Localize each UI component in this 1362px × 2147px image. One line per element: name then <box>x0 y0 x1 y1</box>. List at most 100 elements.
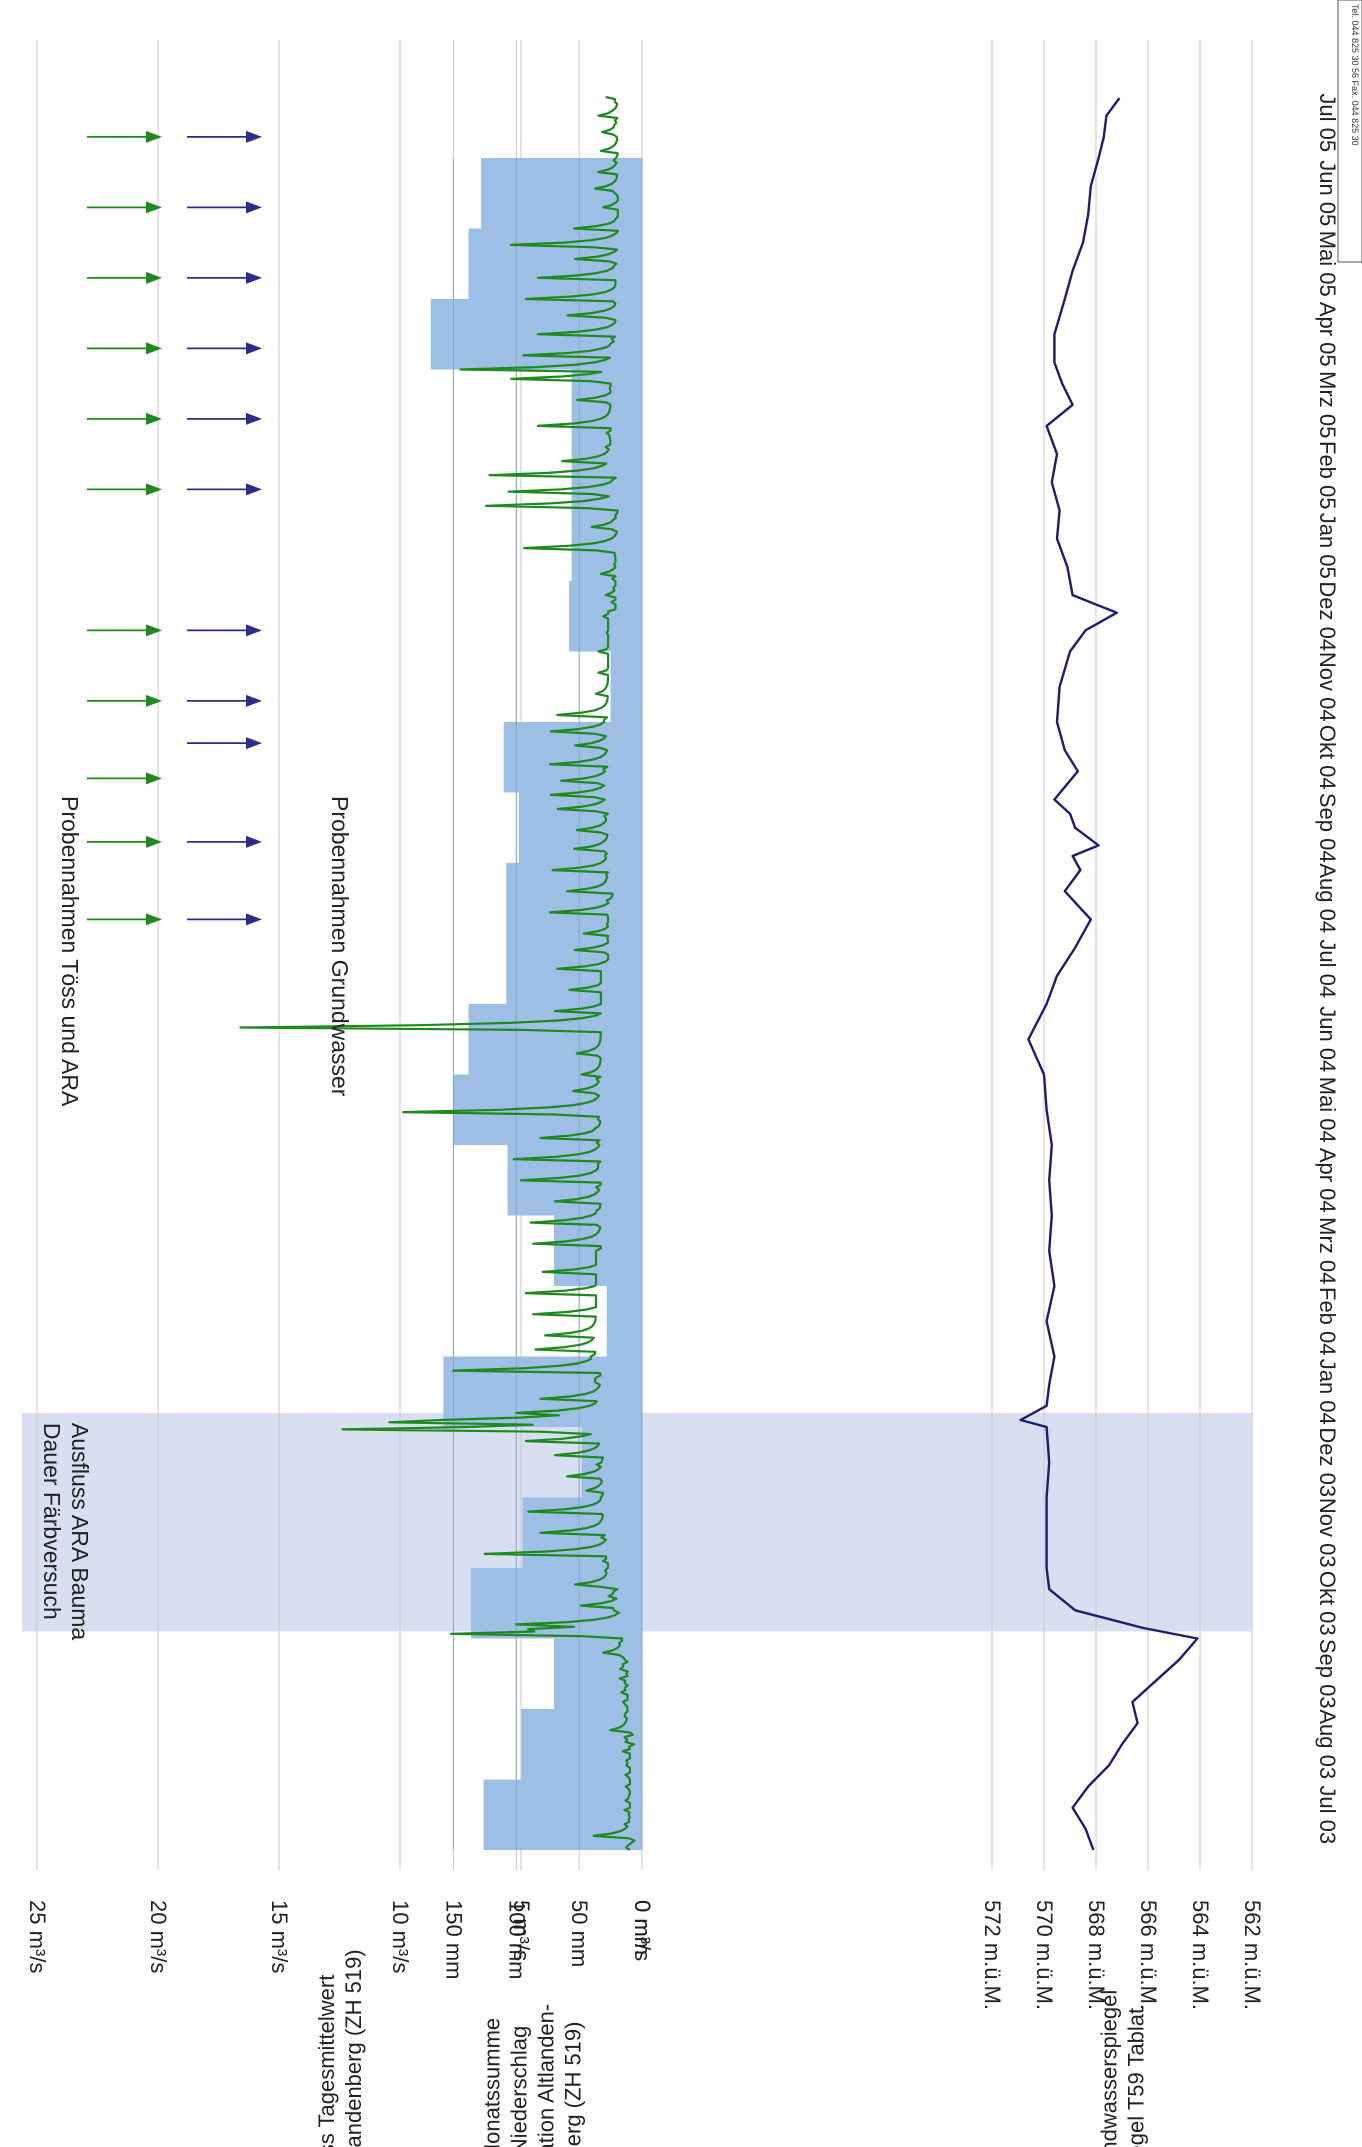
gw-sampling-arrow-head <box>246 737 262 750</box>
month-label: Apr 04 <box>1315 1148 1340 1213</box>
toess-sampling-label: Probennahmen Töss und ARA <box>57 796 83 1107</box>
month-label: Mai 04 <box>1315 1077 1340 1143</box>
toess-sampling-arrow-head <box>146 130 162 143</box>
precip-axis-title-line: Station Altlanden- <box>534 2004 559 2147</box>
gw-sampling-arrow-head <box>246 201 262 214</box>
precip-bar <box>518 792 642 863</box>
gw-sampling-arrow-head <box>246 271 262 284</box>
groundwater-tick-label: 570 m.ü.M. <box>1032 1900 1057 2010</box>
groundwater-tick-label: 562 m.ü.M. <box>1240 1900 1265 2010</box>
groundwater-tick-label: 572 m.ü.M. <box>980 1900 1005 2010</box>
toess-sampling-arrow-head <box>146 913 162 926</box>
toess-sampling-arrow-head <box>146 342 162 355</box>
precip-bar <box>507 1145 642 1216</box>
month-label: Sep 03 <box>1315 1639 1340 1709</box>
month-label: Dez 03 <box>1315 1427 1340 1497</box>
month-label: Jun 04 <box>1315 1006 1340 1072</box>
groundwater-line <box>1019 97 1199 1851</box>
discharge-line-layer <box>239 95 636 1851</box>
labels-layer: 0 m³/s 5 m³/s 10 m³/s 15 m³/s 20 m³/s 25 m³/s… <box>25 93 1340 2147</box>
stamp-text-group: Tel. 044 825 30 56 Fax. 044 825 30 <box>1350 4 1360 146</box>
groundwater-axis-title-line: Grundwasserspiegel <box>1097 1990 1122 2147</box>
groundwater-axis-title-line: Pegel T59 Tablat <box>1124 2008 1149 2147</box>
month-label: Jul 03 <box>1315 1785 1340 1844</box>
rotated-plot-group: 0 m³/s 5 m³/s 10 m³/s 15 m³/s 20 m³/s 25 m³/s… <box>22 40 1340 2147</box>
month-label: Mrz 05 <box>1315 371 1340 438</box>
discharge-line <box>239 95 636 1851</box>
precip-bar <box>610 651 642 722</box>
gw-sampling-arrow-head <box>246 483 262 496</box>
precip-bar <box>468 1004 642 1075</box>
month-label: Jun 05 <box>1315 160 1340 226</box>
precip-axis-title: Monatssumme Niederschlag Station Altlanden… <box>480 2004 586 2147</box>
toess-sampling-arrow-head <box>146 483 162 496</box>
precip-tick-label: 100 mm <box>504 1900 529 1979</box>
gw-sampling-arrow-head <box>246 624 262 637</box>
precip-axis-title-line: berg (ZH 519) <box>561 2022 586 2147</box>
gw-sampling-arrow-head <box>246 342 262 355</box>
gw-sampling-arrow-head <box>246 130 262 143</box>
precip-bar <box>554 1638 642 1709</box>
precip-bar <box>606 1286 642 1357</box>
gw-sampling-arrow-head <box>246 913 262 926</box>
groundwater-line-layer <box>1019 97 1199 1851</box>
month-label: Aug 04 <box>1315 863 1340 933</box>
month-label: Dez 04 <box>1315 581 1340 651</box>
discharge-tick-label: 5 m³/s <box>509 1900 534 1961</box>
month-label: Mai 05 <box>1315 231 1340 297</box>
month-label: Jul 04 <box>1315 939 1340 998</box>
precip-bar <box>581 1427 642 1498</box>
precip-bar <box>521 1709 642 1780</box>
groundwater-tick-label: 566 m.ü.M. <box>1136 1900 1161 2010</box>
toess-sampling-arrow-head <box>146 624 162 637</box>
discharge-axis-title-line: Abfluss Tagesmittelwert <box>314 1975 339 2147</box>
shaded-period-label: Dauer Färbversuch <box>39 1423 65 1620</box>
stamp-frame <box>1337 0 1362 263</box>
toess-sampling-arrow-head <box>146 835 162 848</box>
shaded-period-label: Ausfluss ARA Bauma <box>67 1423 93 1641</box>
precip-tick-label: 150 mm <box>441 1900 466 1979</box>
month-label: Jan 04 <box>1315 1359 1340 1425</box>
month-label: Aug 03 <box>1315 1709 1340 1779</box>
toess-sampling-arrow-head <box>146 201 162 214</box>
toess-sampling-arrow-head <box>146 694 162 707</box>
precip-tick-label: 50 mm <box>567 1900 592 1967</box>
discharge-tick-label: 25 m³/s <box>25 1900 50 1973</box>
discharge-tick-label: 15 m³/s <box>267 1900 292 1973</box>
discharge-tick-label: 0 m³/s <box>630 1900 655 1961</box>
month-label: Jul 05 <box>1315 93 1340 152</box>
precip-axis-title-line: Niederschlag <box>507 2026 532 2147</box>
discharge-tick-label: 10 m³/s <box>388 1900 413 1973</box>
groundwater-tick-label: 564 m.ü.M. <box>1188 1900 1213 2010</box>
month-label: Sep 04 <box>1315 793 1340 863</box>
month-label: Nov 04 <box>1315 652 1340 722</box>
precip-axis-title-line: Monatssumme <box>480 2018 505 2147</box>
stamp-text: Tel. 044 825 30 56 Fax. 044 825 30 <box>1350 4 1360 146</box>
toess-sampling-arrow-head <box>146 772 162 785</box>
month-label: Okt 04 <box>1315 725 1340 790</box>
gw-sampling-label: Probennahmen Grundwasser <box>327 796 353 1097</box>
precip-bar <box>443 1356 642 1427</box>
discharge-axis-title: Abfluss Tagesmittelwert Töss Altlandenber… <box>314 1949 366 2147</box>
gw-sampling-arrow-head <box>246 412 262 425</box>
toess-sampling-arrow-head <box>146 271 162 284</box>
precip-bar <box>481 158 642 229</box>
toess-sampling-arrow-head <box>146 412 162 425</box>
gw-sampling-arrow-head <box>246 835 262 848</box>
month-label: Okt 03 <box>1315 1571 1340 1636</box>
precip-bar <box>468 228 642 299</box>
month-label: Feb 05 <box>1315 441 1340 510</box>
precip-bar <box>506 863 642 934</box>
month-label: Apr 05 <box>1315 302 1340 367</box>
precip-bar <box>483 1779 642 1850</box>
month-label: Jan 05 <box>1315 513 1340 579</box>
discharge-axis-title-line: Töss Altlandenberg (ZH 519) <box>341 1949 366 2147</box>
precip-tick-label: 0 mm <box>630 1900 655 1955</box>
sampling-arrows-layer <box>87 130 262 926</box>
groundwater-tick-label: 568 m.ü.M. <box>1084 1900 1109 2010</box>
month-label: Nov 03 <box>1315 1498 1340 1568</box>
month-label: Mrz 04 <box>1315 1217 1340 1284</box>
gw-sampling-arrow-head <box>246 694 262 707</box>
precip-bar <box>571 510 642 581</box>
